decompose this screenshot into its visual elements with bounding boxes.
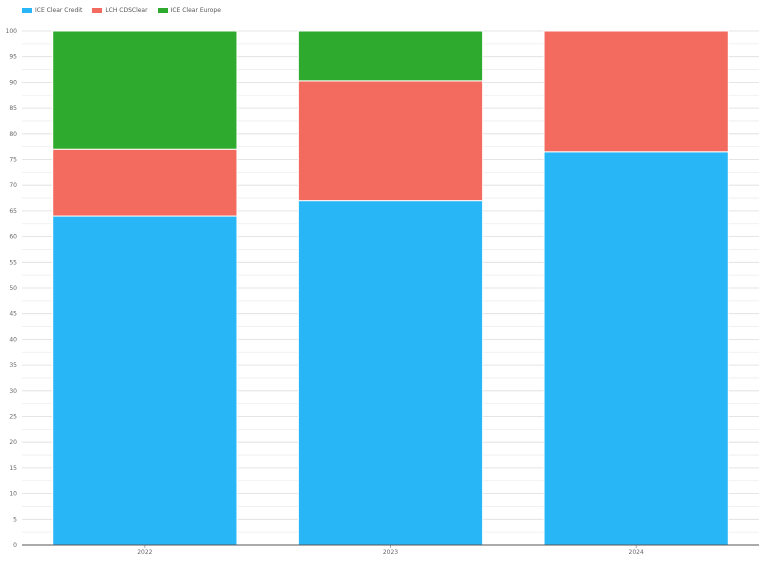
x-tick-label: 2023 <box>383 549 398 556</box>
bar-ice-clear-europe-2023[interactable] <box>297 30 484 82</box>
legend-label-ice-clear-europe: ICE Clear Europe <box>170 7 221 14</box>
x-tick-label: 2024 <box>629 549 644 556</box>
y-tick-label: 60 <box>9 234 17 241</box>
bar-ice-clear-credit-2022[interactable] <box>52 215 238 546</box>
y-tick-label: 15 <box>9 465 17 472</box>
y-tick-label: 55 <box>9 259 17 266</box>
y-tick-label: 75 <box>9 157 17 164</box>
y-tick-label: 30 <box>9 388 17 395</box>
legend-swatch-ice-clear-europe <box>157 8 168 13</box>
y-tick-label: 70 <box>9 182 17 189</box>
y-tick-label: 100 <box>6 28 18 35</box>
legend-label-lch-cdsclear: LCH CDSClear <box>105 7 148 14</box>
legend-label-ice-clear-credit: ICE Clear Credit <box>35 7 83 14</box>
y-tick-label: 85 <box>9 105 17 112</box>
x-tick-label: 2022 <box>137 549 152 556</box>
y-tick-label: 45 <box>9 311 17 318</box>
y-tick-label: 25 <box>9 414 17 421</box>
y-tick-label: 95 <box>9 54 17 61</box>
bar-ice-clear-europe-2022[interactable] <box>52 30 238 150</box>
legend-item-ice-clear-credit[interactable]: ICE Clear Credit <box>22 7 82 14</box>
legend-item-lch-cdsclear[interactable]: LCH CDSClear <box>92 7 148 14</box>
bar-ice-clear-credit-2023[interactable] <box>297 200 484 546</box>
y-tick-label: 50 <box>9 285 17 292</box>
bar-ice-clear-credit-2024[interactable] <box>543 151 729 546</box>
bar-lch-cdsclear-2024[interactable] <box>543 30 729 153</box>
legend-swatch-ice-clear-credit <box>22 8 32 13</box>
y-tick-label: 65 <box>9 208 17 215</box>
bar-lch-cdsclear-2022[interactable] <box>52 148 238 217</box>
y-tick-label: 20 <box>9 439 17 446</box>
y-tick-label: 90 <box>9 79 17 86</box>
legend-item-ice-clear-europe[interactable]: ICE Clear Europe <box>157 7 221 14</box>
y-tick-label: 35 <box>9 362 17 369</box>
y-tick-label: 5 <box>13 516 17 523</box>
y-tick-label: 40 <box>9 336 17 343</box>
legend-swatch-lch-cdsclear <box>92 8 103 13</box>
legend: ICE Clear Credit LCH CDSClear ICE Clear … <box>22 7 221 14</box>
bar-lch-cdsclear-2023[interactable] <box>297 80 484 202</box>
y-tick-label: 10 <box>9 491 17 498</box>
y-tick-label: 80 <box>9 131 17 138</box>
y-tick-label: 0 <box>13 542 17 549</box>
